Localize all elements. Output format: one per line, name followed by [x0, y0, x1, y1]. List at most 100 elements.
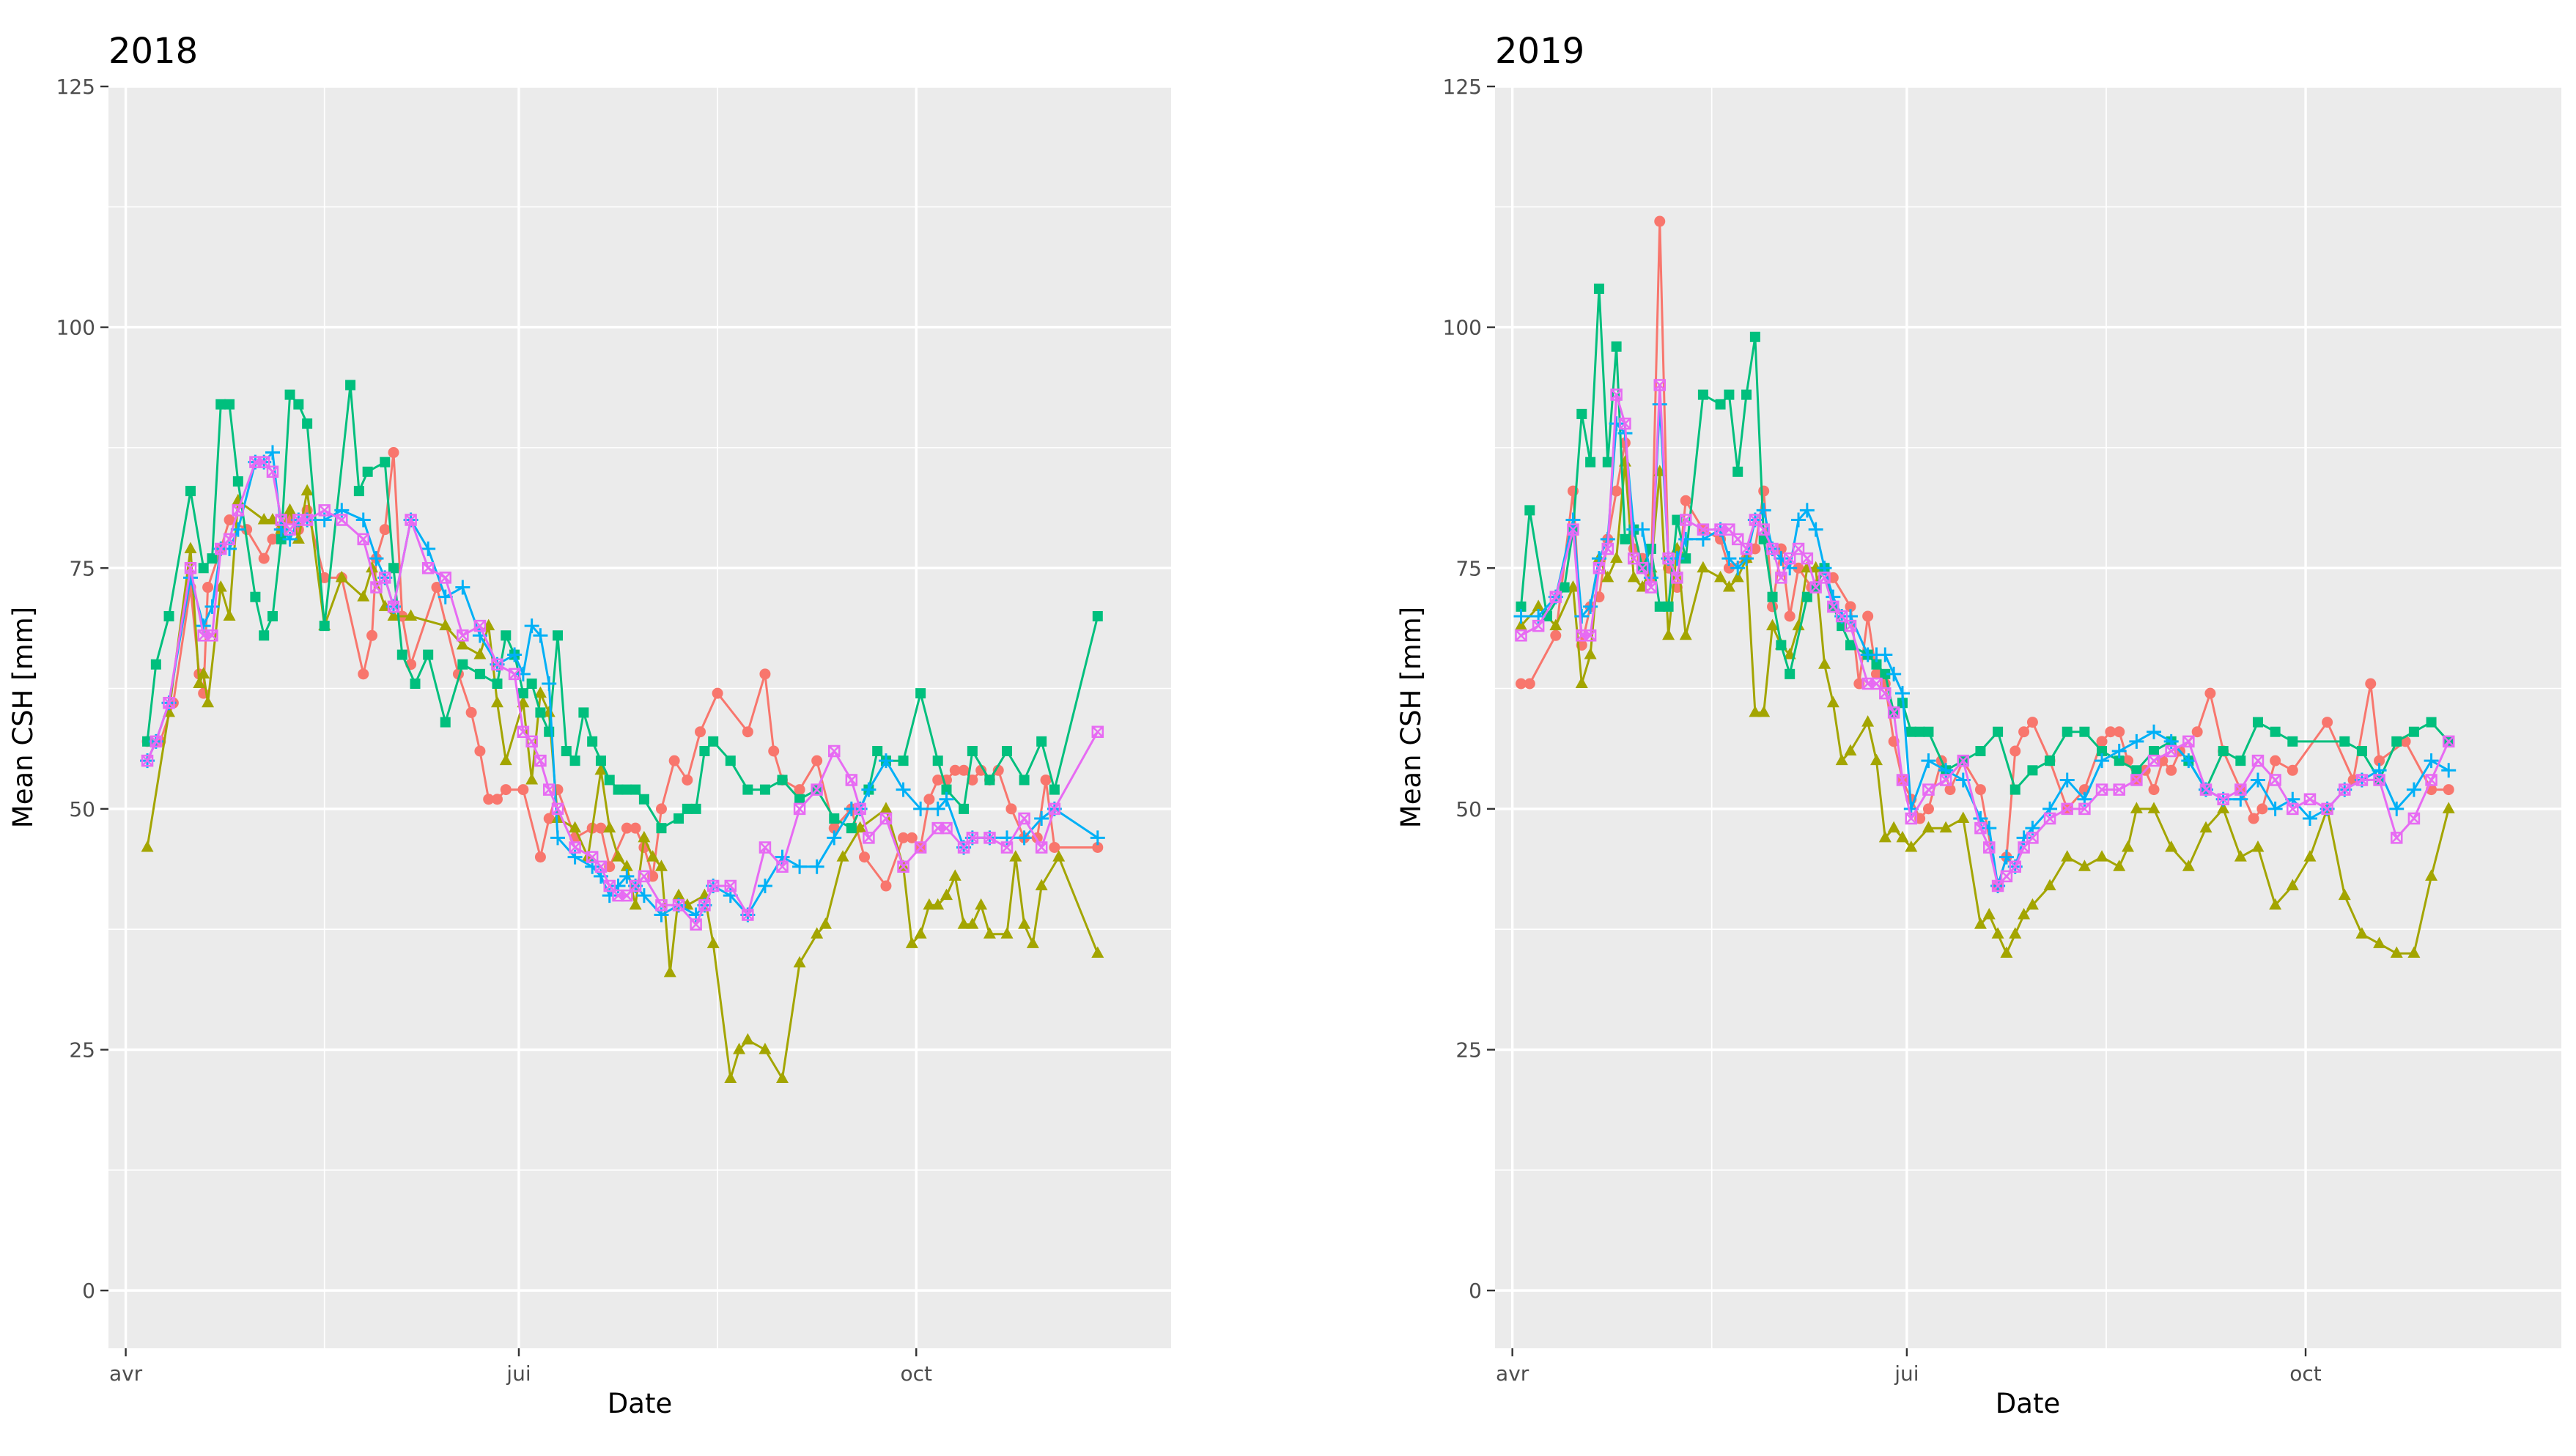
data-point — [440, 717, 451, 728]
data-point — [1870, 668, 1882, 680]
data-point — [1957, 754, 1970, 767]
data-point — [1861, 715, 1875, 727]
data-point — [2424, 753, 2439, 769]
data-point — [369, 551, 384, 566]
data-point — [1035, 879, 1048, 891]
data-point — [1766, 542, 1779, 555]
data-point — [2147, 802, 2160, 813]
data-point — [2149, 746, 2160, 757]
data-point — [2355, 927, 2369, 939]
data-point — [357, 590, 370, 602]
data-point — [923, 898, 936, 910]
data-point — [708, 736, 719, 747]
data-point — [619, 868, 635, 884]
data-point — [1974, 821, 1987, 835]
data-point — [1922, 821, 1935, 833]
data-point — [2390, 946, 2403, 958]
data-point — [1991, 927, 2004, 939]
data-point — [163, 610, 174, 621]
y-tick-label: 0 — [82, 1279, 95, 1303]
data-point — [1731, 570, 1744, 583]
series-series-5 — [1515, 379, 2455, 893]
data-point — [1758, 485, 1770, 497]
data-point — [379, 524, 391, 536]
data-point — [698, 899, 711, 912]
x-tick-label: avr — [109, 1361, 143, 1386]
data-point — [501, 630, 512, 641]
chart-panel-2019: 2019 0 25 50 75 100 125 avr jui oct Date Mean CS… — [1395, 31, 2561, 1419]
data-point — [897, 860, 909, 873]
data-point — [1002, 746, 1013, 757]
x-tick-label: oct — [900, 1361, 932, 1386]
data-point — [473, 619, 487, 632]
data-point — [1845, 640, 1856, 651]
data-point — [1584, 648, 1597, 659]
data-point — [457, 629, 469, 642]
data-point — [706, 879, 720, 893]
data-point — [638, 830, 651, 843]
data-point — [712, 687, 723, 699]
data-point — [2182, 860, 2195, 871]
data-point — [204, 599, 220, 614]
data-point — [923, 794, 935, 805]
data-point — [992, 764, 1004, 776]
data-point — [284, 389, 295, 400]
data-point — [2339, 783, 2351, 796]
data-point — [2130, 774, 2143, 786]
data-point — [861, 782, 876, 797]
data-point — [1574, 608, 1590, 624]
data-point — [2322, 717, 2333, 728]
data-point — [1730, 561, 1746, 576]
data-point — [1835, 753, 1848, 766]
series-series-2 — [1514, 455, 2455, 958]
data-point — [1757, 523, 1770, 536]
data-point — [267, 533, 278, 545]
data-point — [879, 802, 893, 813]
data-point — [2287, 802, 2299, 816]
data-point — [630, 822, 641, 834]
data-point — [1019, 775, 1030, 786]
data-point — [863, 832, 875, 844]
data-point — [742, 726, 753, 738]
data-point — [358, 668, 369, 680]
data-point — [2269, 774, 2281, 786]
data-point — [2270, 755, 2281, 766]
data-point — [1974, 917, 1987, 929]
data-point — [1048, 802, 1061, 816]
data-point — [2147, 754, 2160, 767]
data-point — [224, 399, 235, 410]
data-point — [207, 553, 218, 564]
data-point — [1611, 485, 1623, 497]
data-point — [906, 832, 918, 843]
data-point — [2356, 746, 2367, 757]
data-point — [1575, 676, 1588, 688]
data-point — [819, 917, 832, 929]
data-point — [215, 399, 226, 410]
data-point — [431, 582, 443, 594]
data-point — [2113, 783, 2125, 796]
data-point — [2303, 850, 2317, 862]
data-point — [533, 628, 548, 643]
data-point — [672, 899, 685, 912]
data-point — [2267, 801, 2283, 816]
data-point — [534, 851, 546, 863]
data-point — [2130, 802, 2143, 813]
data-point — [1601, 570, 1614, 583]
data-point — [1982, 907, 1996, 920]
data-point — [2165, 840, 2178, 852]
data-point — [975, 764, 987, 776]
series-series-3 — [142, 380, 1103, 834]
data-point — [898, 832, 909, 843]
data-point — [1635, 522, 1650, 537]
data-point — [542, 705, 556, 717]
data-point — [396, 649, 407, 660]
data-point — [1939, 774, 1952, 786]
data-point — [300, 514, 314, 526]
data-point — [915, 688, 926, 699]
data-point — [706, 936, 720, 948]
x-axis-title: Date — [1996, 1388, 2060, 1419]
data-point — [1921, 753, 1936, 769]
data-point — [1532, 599, 1545, 611]
data-point — [1766, 618, 1779, 631]
data-point — [2096, 736, 2108, 747]
